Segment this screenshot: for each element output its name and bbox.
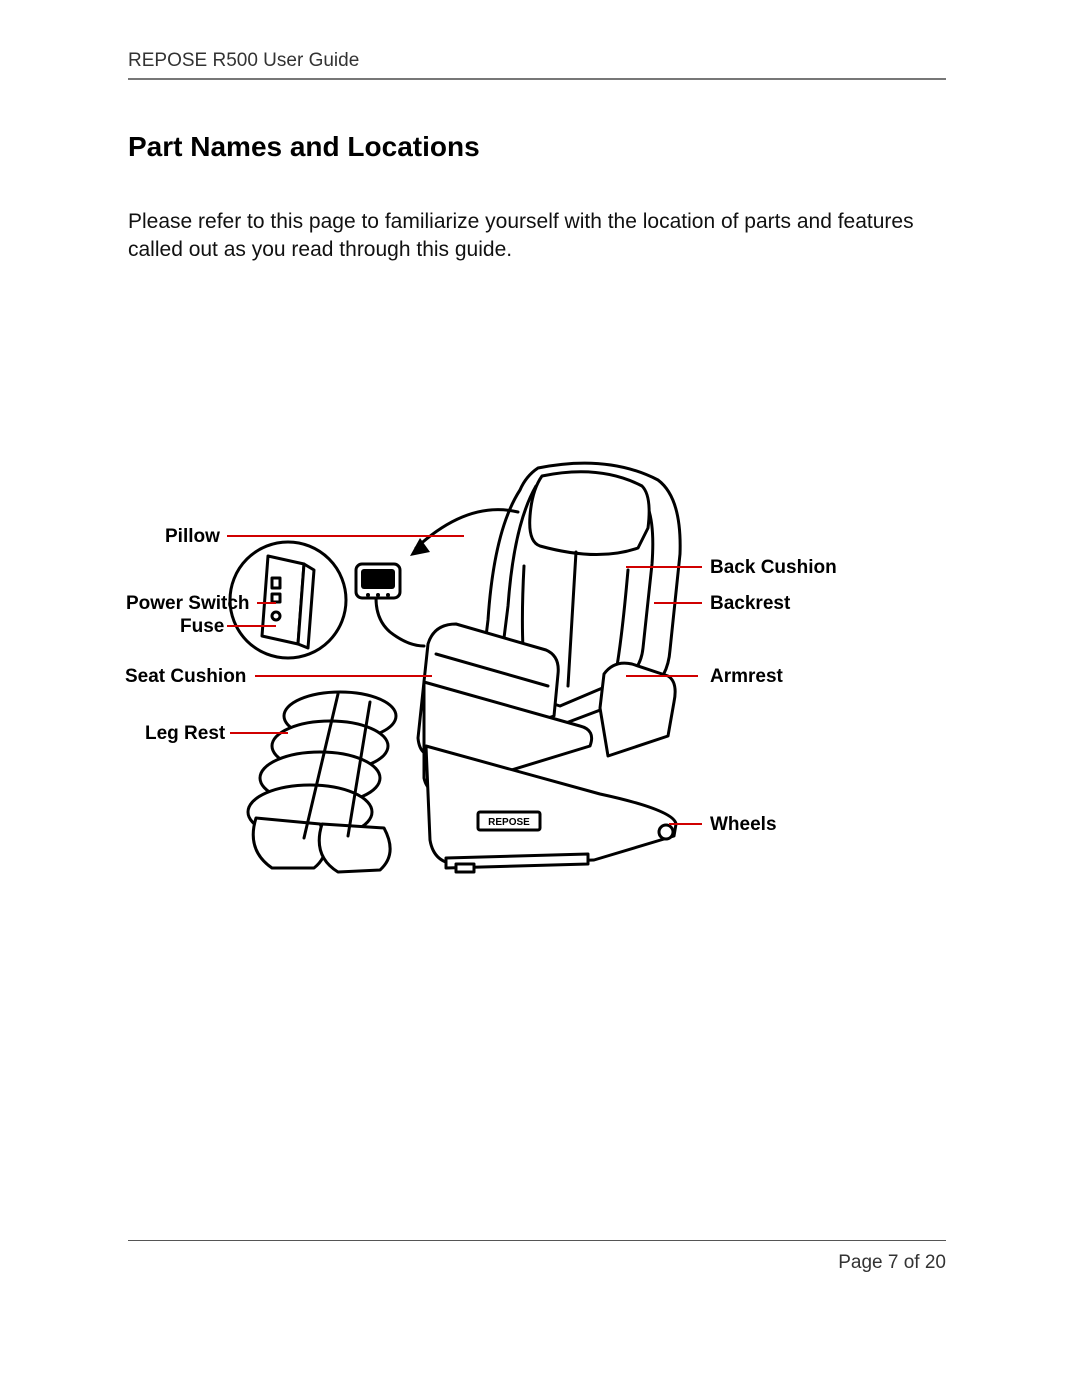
chair-line-art: REPOSE	[128, 420, 946, 960]
callout-wheels: Wheels	[710, 814, 777, 836]
parts-diagram: REPOSE Pillow Power SwitchFuse Seat Cushio…	[128, 420, 946, 960]
callout-back-cushion: Back Cushion	[710, 557, 837, 579]
callout-backrest: Backrest	[710, 593, 790, 615]
callout-seat-cushion: Seat Cushion	[125, 666, 246, 688]
footer-text: Page 7 of 20	[838, 1252, 946, 1274]
callout-armrest: Armrest	[710, 666, 783, 688]
intro-paragraph: Please refer to this page to familiarize…	[128, 208, 946, 265]
footer-rule	[128, 1240, 946, 1241]
brand-plate-text: REPOSE	[488, 817, 530, 828]
callout-power-switch: Power Switch	[126, 593, 250, 615]
callout-leg-rest: Leg Rest	[145, 723, 225, 745]
callout-fuse: Fuse	[180, 616, 224, 638]
page-title: Part Names and Locations	[128, 131, 480, 163]
header-rule	[128, 78, 946, 80]
callout-pillow: Pillow	[165, 526, 220, 548]
header-text: REPOSE R500 User Guide	[128, 50, 359, 72]
